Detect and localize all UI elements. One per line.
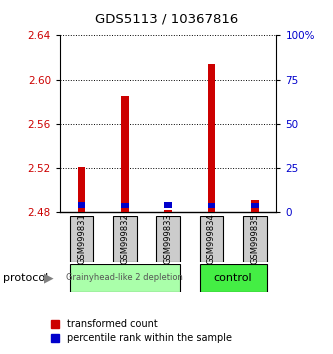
Text: GSM999831: GSM999831 xyxy=(77,213,86,264)
Bar xyxy=(78,202,86,208)
Text: control: control xyxy=(214,273,252,283)
Bar xyxy=(251,203,259,208)
Bar xyxy=(164,210,172,212)
Text: GSM999834: GSM999834 xyxy=(207,213,216,264)
Text: Grainyhead-like 2 depletion: Grainyhead-like 2 depletion xyxy=(67,273,183,282)
Bar xyxy=(78,167,86,212)
Bar xyxy=(207,64,215,212)
Text: GSM999833: GSM999833 xyxy=(164,213,173,264)
Bar xyxy=(164,202,172,208)
Bar xyxy=(121,96,129,212)
Bar xyxy=(199,264,267,292)
Bar xyxy=(251,200,259,212)
Bar xyxy=(156,216,180,262)
Text: ▶: ▶ xyxy=(44,272,53,284)
Text: GSM999835: GSM999835 xyxy=(250,213,259,264)
Bar xyxy=(199,216,223,262)
Text: GDS5113 / 10367816: GDS5113 / 10367816 xyxy=(95,12,238,25)
Text: protocol: protocol xyxy=(3,273,49,283)
Bar xyxy=(70,216,94,262)
Bar xyxy=(121,203,129,208)
Text: GSM999832: GSM999832 xyxy=(120,213,130,264)
Bar xyxy=(70,264,180,292)
Bar xyxy=(113,216,137,262)
Bar xyxy=(207,203,215,208)
Legend: transformed count, percentile rank within the sample: transformed count, percentile rank withi… xyxy=(48,316,234,346)
Bar xyxy=(243,216,267,262)
